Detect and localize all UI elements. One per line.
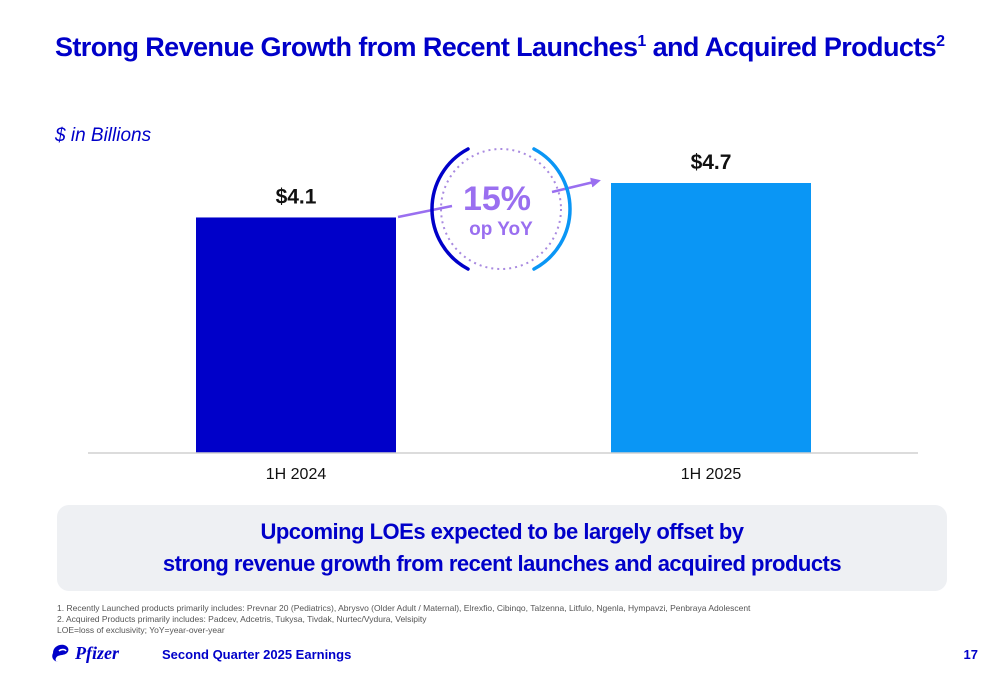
title-superscript-2: 2 [936,33,945,50]
footnote-2: 2. Acquired Products primarily includes:… [57,614,427,624]
title-superscript-1: 1 [637,33,646,50]
page-number: 17 [963,647,978,662]
slide-title: Strong Revenue Growth from Recent Launch… [55,32,985,63]
title-text-main: Strong Revenue Growth from Recent Launch… [55,32,638,62]
growth-arrow-left [397,204,453,219]
callout-box: Upcoming LOEs expected to be largely off… [57,505,947,591]
callout-line-1: Upcoming LOEs expected to be largely off… [260,519,744,544]
bar-0 [196,217,396,453]
callout-line-2: strong revenue growth from recent launch… [162,551,842,576]
bar-1 [611,183,811,453]
growth-dotted-circle [440,148,562,270]
growth-arrow-right [551,177,601,194]
growth-bracket-left [430,147,470,271]
x-tick-label-1: 1H 2025 [681,466,742,483]
footnote-1: 1. Recently Launched products primarily … [57,603,751,613]
units-label: $ in Billions [55,125,152,146]
footnotes: 1. Recently Launched products primarily … [57,603,750,636]
pfizer-logo-icon [52,644,69,662]
growth-label: op YoY [469,219,533,240]
growth-bracket-right [532,147,572,271]
bar-value-label-1: $4.7 [691,151,732,174]
title-text-mid: and Acquired Products [645,32,937,62]
pfizer-logo: Pfizer [50,642,119,664]
x-tick-label-0: 1H 2024 [266,466,327,483]
revenue-bar-chart: $4.1 1H 2024 $4.7 1H 2025 15% op YoY [88,147,918,483]
labels-layer: $4.1 1H 2024 $4.7 1H 2025 [266,151,742,483]
growth-annotation: 15% op YoY [397,147,601,271]
footer: Pfizer Second Quarter 2025 Earnings 17 [0,640,1000,670]
bars-layer [196,183,811,453]
bar-value-label-0: $4.1 [276,185,317,208]
growth-percent: 15% [463,180,531,218]
footnote-3: LOE=loss of exclusivity; YoY=year-over-y… [57,625,225,635]
pfizer-logo-text: Pfizer [75,642,119,663]
footer-text: Second Quarter 2025 Earnings [162,647,352,662]
